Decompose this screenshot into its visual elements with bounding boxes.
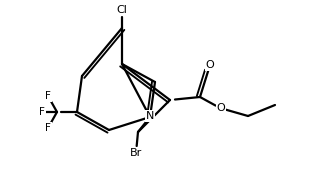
Text: N: N [146, 111, 154, 121]
Text: F: F [45, 123, 51, 133]
Text: Cl: Cl [117, 5, 127, 15]
Text: O: O [206, 60, 214, 70]
Text: F: F [39, 107, 45, 117]
Text: Br: Br [130, 148, 142, 158]
Text: O: O [216, 103, 225, 113]
Text: F: F [45, 91, 51, 101]
